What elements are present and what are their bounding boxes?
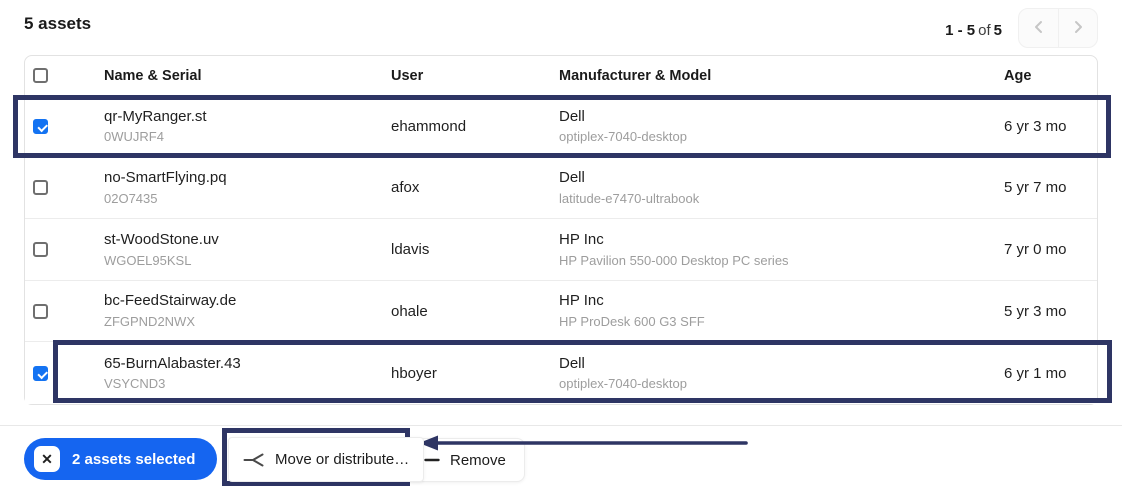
selected-count-pill[interactable]: ✕ 2 assets selected	[24, 438, 218, 480]
page-title: 5 assets	[24, 14, 92, 33]
asset-name: no-SmartFlying.pq	[104, 169, 227, 187]
row-checkbox[interactable]	[33, 180, 48, 196]
pagination-prev-button[interactable]	[1019, 9, 1058, 47]
asset-manufacturer: Dell	[559, 354, 585, 372]
asset-user: hboyer	[391, 364, 437, 382]
table-row[interactable]: no-SmartFlying.pq 02O7435 afox Dell lati…	[25, 157, 1097, 220]
chevron-right-icon	[1071, 20, 1085, 37]
column-header-age: Age	[1004, 67, 1032, 84]
bulk-action-bar: ✕ 2 assets selected Move or distribute… …	[0, 425, 1122, 488]
pagination-buttons	[1018, 8, 1098, 48]
asset-model: optiplex-7040-desktop	[559, 129, 687, 145]
asset-name: bc-FeedStairway.de	[104, 292, 237, 310]
row-checkbox[interactable]	[33, 365, 48, 381]
asset-name: st-WoodStone.uv	[104, 230, 219, 248]
asset-model: HP ProDesk 600 G3 SFF	[559, 314, 705, 330]
asset-age: 5 yr 7 mo	[1004, 179, 1067, 197]
asset-model: latitude-e7470-ultrabook	[559, 190, 700, 206]
column-header-user: User	[391, 67, 424, 84]
table-header: Name & Serial User Manufacturer & Model …	[25, 56, 1097, 96]
asset-age: 7 yr 0 mo	[1004, 240, 1067, 258]
move-or-distribute-button[interactable]: Move or distribute…	[228, 437, 425, 482]
asset-serial: WGOEL95KSL	[104, 252, 192, 268]
asset-model: HP Pavilion 550-000 Desktop PC series	[559, 252, 789, 268]
remove-label: Remove	[450, 451, 506, 469]
asset-manufacturer: Dell	[559, 169, 585, 187]
asset-name: qr-MyRanger.st	[104, 107, 207, 125]
x-icon: ✕	[41, 450, 53, 467]
chevron-left-icon	[1032, 20, 1046, 37]
pagination-range: 1 - 5 of 5	[945, 18, 1002, 39]
move-or-distribute-label: Move or distribute…	[275, 451, 410, 468]
asset-serial: VSYCND3	[104, 376, 166, 392]
column-header-manufacturer: Manufacturer & Model	[559, 67, 712, 84]
asset-user: ehammond	[391, 117, 467, 135]
pagination-total: 5	[993, 21, 1002, 39]
pagination-range-values: 1 - 5	[945, 21, 976, 39]
asset-manufacturer: HP Inc	[559, 292, 604, 310]
asset-user: afox	[391, 179, 420, 197]
asset-age: 5 yr 3 mo	[1004, 302, 1067, 320]
table-row[interactable]: bc-FeedStairway.de ZFGPND2NWX ohale HP I…	[25, 280, 1097, 343]
select-all-checkbox[interactable]	[33, 68, 48, 83]
annotation-arrow	[419, 435, 748, 451]
row-checkbox[interactable]	[33, 241, 48, 257]
table-row[interactable]: 65-BurnAlabaster.43 VSYCND3 hboyer Dell …	[25, 342, 1097, 404]
pagination: 1 - 5 of 5	[945, 8, 1098, 48]
assets-table: Name & Serial User Manufacturer & Model …	[24, 55, 1098, 405]
minus-icon	[424, 457, 440, 463]
asset-model: optiplex-7040-desktop	[559, 376, 687, 392]
row-checkbox[interactable]	[33, 303, 48, 319]
asset-serial: 0WUJRF4	[104, 129, 164, 145]
asset-manufacturer: Dell	[559, 107, 585, 125]
split-icon	[243, 451, 265, 469]
dismiss-selection-button[interactable]: ✕	[34, 446, 60, 472]
asset-name: 65-BurnAlabaster.43	[104, 354, 241, 372]
pagination-of-label: of	[978, 21, 991, 39]
table-row[interactable]: qr-MyRanger.st 0WUJRF4 ehammond Dell opt…	[25, 96, 1097, 158]
asset-manufacturer: HP Inc	[559, 230, 604, 248]
column-header-name: Name & Serial	[104, 67, 202, 84]
table-row[interactable]: st-WoodStone.uv WGOEL95KSL ldavis HP Inc…	[25, 219, 1097, 281]
asset-age: 6 yr 1 mo	[1004, 364, 1067, 382]
asset-serial: ZFGPND2NWX	[104, 314, 195, 330]
row-checkbox[interactable]	[33, 118, 48, 134]
asset-user: ohale	[391, 302, 428, 320]
asset-serial: 02O7435	[104, 190, 158, 206]
asset-age: 6 yr 3 mo	[1004, 117, 1067, 135]
pagination-next-button[interactable]	[1058, 9, 1097, 47]
asset-user: ldavis	[391, 240, 430, 258]
selected-count-label: 2 assets selected	[72, 450, 196, 468]
